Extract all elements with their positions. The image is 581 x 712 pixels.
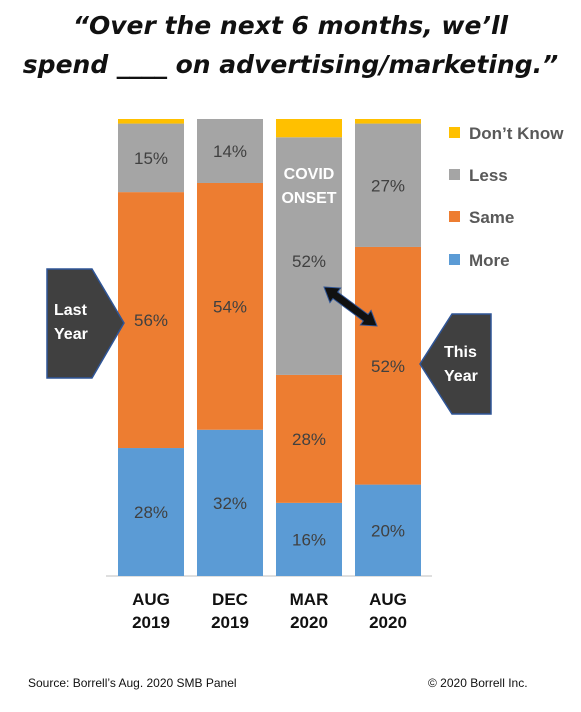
legend-label: Don’t Know — [469, 124, 564, 143]
legend-swatch — [449, 127, 460, 138]
title-line-1: “Over the next 6 months, we’ll — [72, 11, 509, 40]
bar-more-0 — [118, 448, 184, 576]
bar-more-1 — [197, 429, 263, 576]
bar-less-3 — [355, 123, 421, 247]
last-year-label: Last — [54, 302, 88, 319]
double-arrow — [323, 286, 378, 327]
data-label: 28% — [134, 503, 168, 522]
x-tick-label: 2020 — [290, 613, 328, 632]
bar-more-3 — [355, 484, 421, 576]
data-label: 28% — [292, 430, 326, 449]
legend-label: More — [469, 251, 510, 270]
covid-onset-label: ONSET — [281, 190, 336, 207]
x-tick-label: DEC — [212, 590, 248, 609]
legend-label: Same — [469, 208, 514, 227]
bar-same-1 — [197, 182, 263, 430]
bar-don-t-know-2 — [276, 119, 342, 138]
x-tick-label: MAR — [290, 590, 329, 609]
bar-more-2 — [276, 502, 342, 576]
source-note: Source: Borrell’s Aug. 2020 SMB Panel — [28, 676, 237, 690]
x-tick-label: 2020 — [369, 613, 407, 632]
bar-same-0 — [118, 192, 184, 449]
last-year-callout — [46, 268, 125, 379]
data-label: 15% — [134, 149, 168, 168]
data-label: 52% — [371, 357, 405, 376]
bar-don-t-know-0 — [118, 119, 184, 124]
chart-title: “Over the next 6 months, we’ll spend ___… — [0, 6, 581, 84]
legend-swatch — [449, 211, 460, 222]
data-label: 16% — [292, 530, 326, 549]
data-label: 14% — [213, 142, 247, 161]
this-year-label: Year — [444, 368, 478, 385]
legend-swatch — [449, 254, 460, 265]
data-label: 27% — [371, 176, 405, 195]
x-tick-label: AUG — [369, 590, 407, 609]
legend-swatch — [449, 169, 460, 180]
this-year-callout — [419, 313, 492, 415]
this-year-label: This — [444, 344, 477, 361]
x-tick-label: 2019 — [211, 613, 249, 632]
double-arrow-shape — [323, 286, 378, 327]
last-year-label: Year — [54, 326, 88, 343]
bar-same-2 — [276, 374, 342, 503]
bar-less-1 — [197, 119, 263, 183]
data-label: 32% — [213, 494, 247, 513]
title-line-2: spend ____ on advertising/marketing.” — [22, 50, 559, 79]
legend-label: Less — [469, 166, 508, 185]
data-label: 54% — [213, 297, 247, 316]
bar-don-t-know-3 — [355, 119, 421, 124]
x-tick-label: 2019 — [132, 613, 170, 632]
bar-same-3 — [355, 246, 421, 485]
x-tick-label: AUG — [132, 590, 170, 609]
data-label: 56% — [134, 311, 168, 330]
bar-less-2 — [276, 137, 342, 375]
data-label: 52% — [292, 252, 326, 271]
bar-less-0 — [118, 123, 184, 193]
covid-onset-label: COVID — [284, 166, 335, 183]
copyright-note: © 2020 Borrell Inc. — [428, 676, 528, 690]
data-label: 20% — [371, 521, 405, 540]
